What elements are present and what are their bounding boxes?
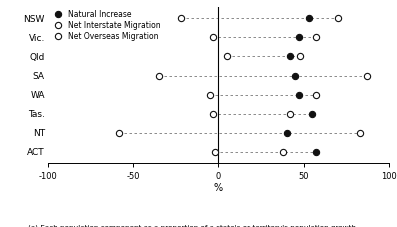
X-axis label: %: % bbox=[214, 183, 223, 193]
Legend: Natural Increase, Net Interstate Migration, Net Overseas Migration: Natural Increase, Net Interstate Migrati… bbox=[49, 8, 162, 42]
Text: (a) Each population component as a proportion of a state's or territory's popula: (a) Each population component as a propo… bbox=[28, 225, 356, 227]
